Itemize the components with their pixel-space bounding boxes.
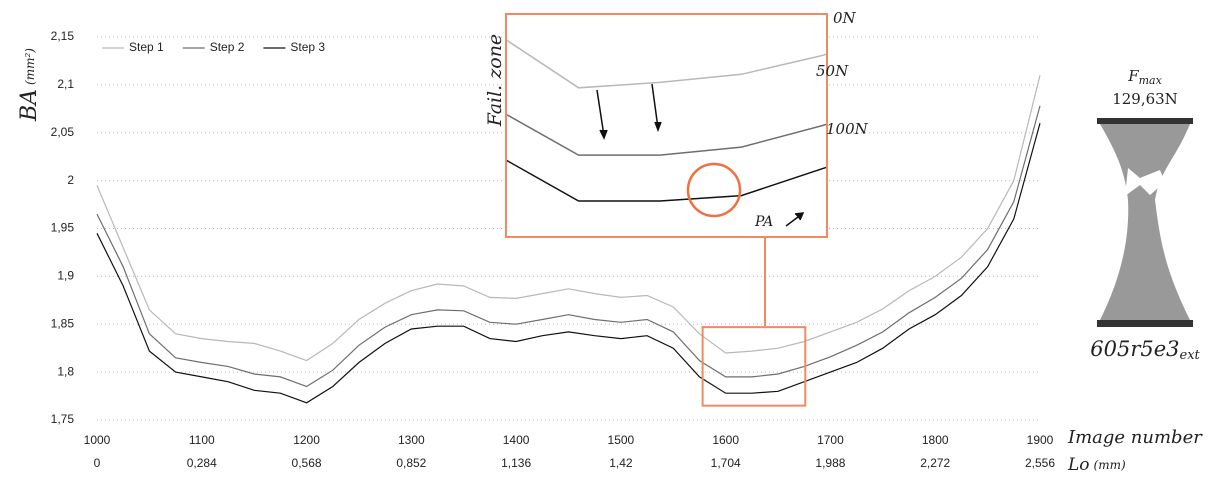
series-line [96, 105, 1041, 388]
x-tick-label: 1400 [503, 433, 530, 447]
inset-label: 50N [816, 62, 849, 80]
x-tick-label: 1200 [293, 433, 320, 447]
zoom-box [701, 326, 807, 407]
inset-label: 0N [833, 9, 857, 27]
x2-unit: (mm) [1094, 458, 1126, 472]
highlight-circle [686, 162, 742, 218]
x2-tick-label: 2,556 [1025, 456, 1055, 470]
x2-label: Lo (mm) [1067, 455, 1126, 475]
specimen-id: 605r5e3 [1090, 337, 1179, 361]
y-label-text: BA [17, 89, 42, 122]
x2-tick-label: 2,272 [920, 456, 950, 470]
force-symbol: F [1127, 67, 1139, 85]
x-tick-label: 1500 [608, 433, 635, 447]
y-tick-label: 2,15 [51, 29, 75, 43]
x2-tick-label: 1,704 [711, 456, 741, 470]
force-label: Fmax [1127, 67, 1162, 87]
y-tick-label: 1,9 [57, 269, 74, 283]
x-tick-label: 1300 [398, 433, 425, 447]
legend-label: Step 3 [290, 40, 325, 54]
y-unit: (mm²) [23, 48, 37, 85]
x-tick-label: 1700 [817, 433, 844, 447]
x-tick-label: 1000 [84, 433, 111, 447]
specimen-image [1097, 118, 1193, 327]
x-tick-label: 1100 [189, 433, 215, 447]
x2-tick-label: 1,136 [501, 456, 531, 470]
x-tick-label: 1600 [712, 433, 739, 447]
y-tick-label: 1,8 [57, 364, 74, 378]
inset-annotation: PA [754, 214, 773, 230]
series-line [96, 123, 1041, 404]
x2-tick-label: 0 [94, 456, 101, 470]
legend-label: Step 2 [210, 40, 245, 54]
x-tick-label: 1900 [1027, 433, 1054, 447]
arrows [596, 83, 805, 227]
inset-frame [505, 13, 828, 238]
inset-label: 100N [826, 120, 869, 138]
y-tick-label: 1,85 [51, 316, 75, 330]
force-sub: max [1139, 74, 1163, 87]
x-label: Image number [1067, 427, 1203, 448]
x2-tick-label: 1,42 [609, 456, 633, 470]
y-tick-label: 2,05 [51, 125, 75, 139]
x2-tick-label: 0,568 [292, 456, 322, 470]
x2-tick-label: 1,988 [815, 456, 845, 470]
series-line [96, 75, 1041, 362]
y-label: BA (mm²) [17, 48, 42, 122]
x-tick-label: 1800 [922, 433, 949, 447]
main-plot: 1,75 1,8 1,85 1,9 1,95 2 2,05 2,1 2,15 1000 1100 12… [51, 29, 1056, 470]
inset-title: Fail. zone [484, 34, 506, 127]
x2-label-text: Lo [1067, 455, 1090, 475]
specimen-sub: ext [1180, 348, 1201, 363]
y-tick-label: 1,75 [51, 412, 75, 426]
specimen-name: 605r5e3ext [1090, 337, 1200, 363]
y-tick-label: 1,95 [51, 221, 75, 235]
x2-tick-label: 0,852 [396, 456, 426, 470]
x2-tick-label: 0,284 [187, 456, 217, 470]
y-tick-label: 2,1 [57, 77, 74, 91]
y-tick-label: 2 [67, 173, 74, 187]
legend-label: Step 1 [129, 40, 164, 54]
force-value: 129,63N [1112, 90, 1178, 108]
